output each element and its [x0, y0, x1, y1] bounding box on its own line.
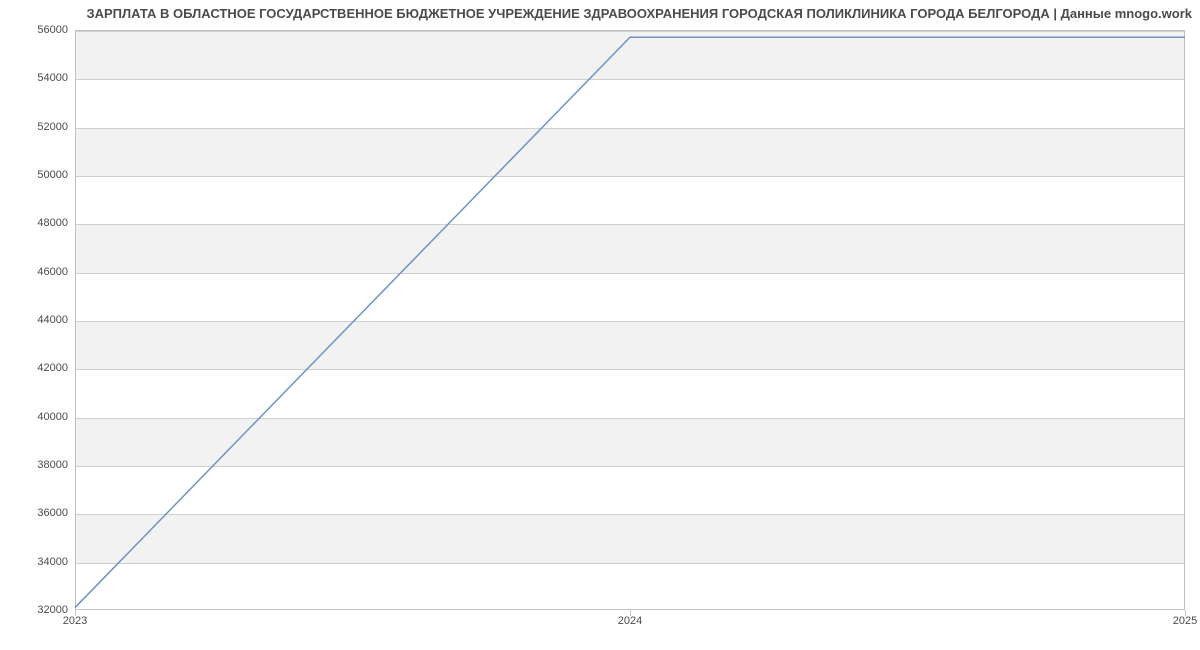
- y-axis-label: 42000: [37, 362, 68, 374]
- y-axis-label: 48000: [37, 217, 68, 229]
- x-axis-tick: [630, 610, 631, 616]
- y-axis-label: 44000: [37, 314, 68, 326]
- chart-container: ЗАРПЛАТА В ОБЛАСТНОЕ ГОСУДАРСТВЕННОЕ БЮД…: [0, 0, 1200, 650]
- x-axis-label: 2023: [63, 615, 87, 627]
- data-line: [75, 37, 1185, 607]
- y-axis-label: 40000: [37, 411, 68, 423]
- y-axis-label: 36000: [37, 507, 68, 519]
- x-axis-label: 2025: [1173, 615, 1197, 627]
- y-axis-label: 50000: [37, 169, 68, 181]
- y-axis-label: 56000: [37, 24, 68, 36]
- y-axis-label: 52000: [37, 121, 68, 133]
- x-axis-tick: [75, 610, 76, 616]
- chart-title: ЗАРПЛАТА В ОБЛАСТНОЕ ГОСУДАРСТВЕННОЕ БЮД…: [0, 6, 1192, 21]
- x-axis-tick: [1185, 610, 1186, 616]
- line-series: [75, 30, 1185, 610]
- y-axis-label: 34000: [37, 556, 68, 568]
- y-axis-label: 46000: [37, 266, 68, 278]
- x-axis-label: 2024: [618, 615, 642, 627]
- y-axis-label: 54000: [37, 72, 68, 84]
- y-axis-label: 38000: [37, 459, 68, 471]
